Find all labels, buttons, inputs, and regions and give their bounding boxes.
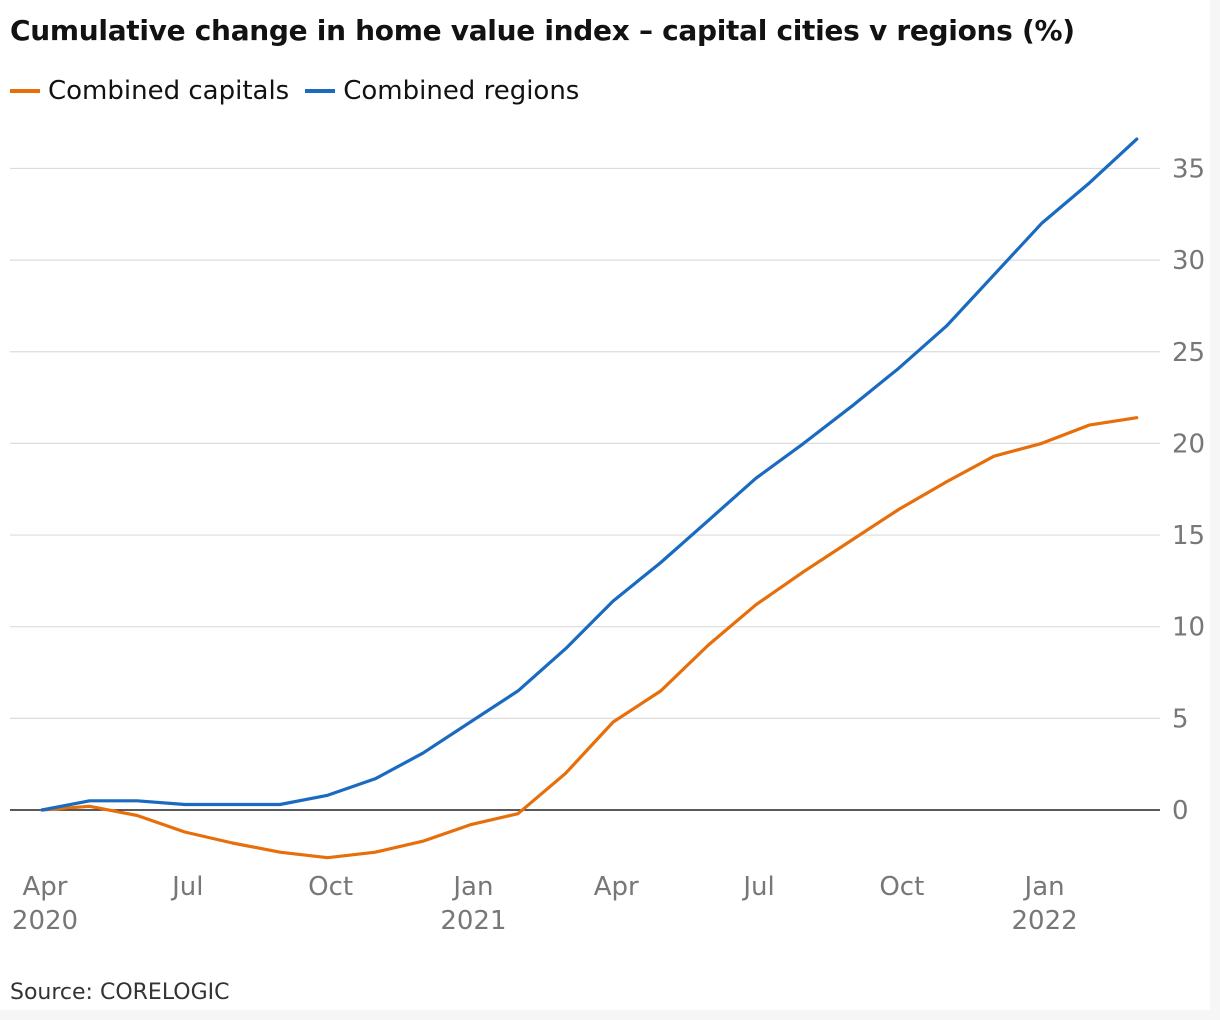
legend-swatch-capitals: [10, 89, 40, 93]
legend-label-regions: Combined regions: [343, 76, 580, 106]
x-tick-year-label: 2021: [440, 906, 506, 936]
y-tick-label: 10: [1172, 613, 1205, 643]
x-tick-year-label: 2022: [1012, 906, 1078, 936]
x-tick-label: Jul: [170, 872, 203, 902]
y-tick-label: 15: [1172, 521, 1205, 551]
legend-swatch-regions: [305, 89, 336, 93]
legend-item-capitals: Combined capitals: [10, 76, 289, 106]
legend: Combined capitals Combined regions: [10, 76, 595, 106]
y-tick-label: 20: [1172, 429, 1205, 459]
x-tick-year-label: 2020: [12, 906, 78, 936]
y-tick-label: 35: [1172, 154, 1205, 184]
x-tick-label: Jan: [1023, 872, 1065, 902]
legend-label-capitals: Combined capitals: [48, 76, 290, 106]
y-tick-label: 30: [1172, 246, 1205, 276]
source-note: Source: CORELOGIC: [10, 980, 230, 1005]
x-tick-label: Jul: [741, 872, 774, 902]
x-tick-label: Apr: [23, 872, 68, 902]
chart-title: Cumulative change in home value index – …: [10, 14, 1075, 47]
legend-item-regions: Combined regions: [305, 76, 579, 106]
y-tick-label: 5: [1172, 704, 1189, 734]
series-line-combined-capitals: [40, 416, 1139, 860]
y-tick-label: 0: [1172, 796, 1189, 826]
series-line-combined-regions: [40, 137, 1139, 812]
x-tick-label: Jan: [451, 872, 493, 902]
x-tick-label: Oct: [308, 872, 353, 902]
y-tick-label: 25: [1172, 338, 1205, 368]
line-chart: 0 5 10 15 20 25 30 35 Apr 2020 Jul Oct Jan 2021 Apr Jul…: [10, 137, 1205, 936]
x-tick-label: Oct: [879, 872, 924, 902]
x-tick-label: Apr: [594, 872, 639, 902]
